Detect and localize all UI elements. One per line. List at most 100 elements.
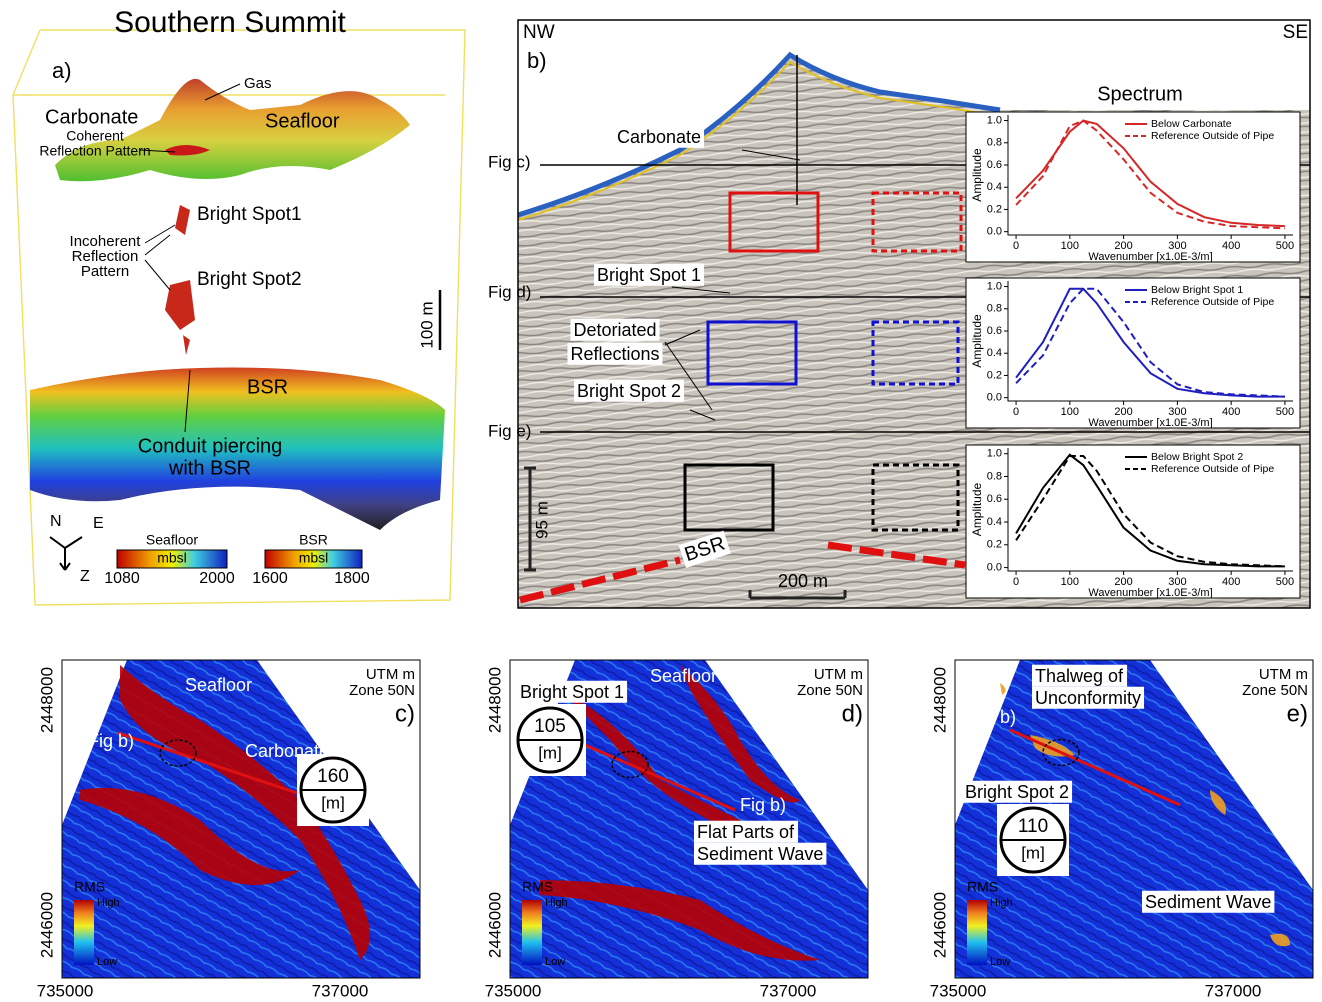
label: RMS (522, 879, 553, 895)
rms-colorbar (522, 900, 542, 965)
label: RMS (74, 879, 105, 895)
bright-spot-bodies (165, 205, 195, 355)
pointer (145, 225, 175, 290)
y-tick-label: 0.8 (987, 470, 1002, 482)
label: E (93, 515, 104, 532)
label: Conduit piercing (138, 435, 283, 457)
label: Sediment Wave (697, 844, 823, 864)
label: Zone 50N (1242, 682, 1308, 699)
label: 737000 (1205, 981, 1262, 1000)
x-tick-label: 0 (1013, 240, 1019, 252)
label: a) (52, 58, 72, 83)
label: Low (990, 956, 1010, 968)
label: Carbonate (45, 106, 138, 128)
label: High (990, 897, 1013, 909)
label: b) (527, 48, 547, 73)
y-tick-label: 0.6 (987, 325, 1002, 337)
x-tick-label: 100 (1061, 406, 1079, 418)
y-tick-label: 0.6 (987, 159, 1002, 171)
x-tick-label: 100 (1061, 240, 1079, 252)
label: Bright Spot 2 (577, 381, 681, 401)
label: Seafloor (146, 532, 198, 548)
x-tick-label: 100 (1061, 576, 1079, 588)
y-tick-label: 0.0 (987, 226, 1002, 238)
label: 737000 (760, 981, 817, 1000)
y-tick-label: 1.0 (987, 280, 1002, 292)
label: 735000 (930, 981, 987, 1000)
rms-colorbar (74, 900, 94, 965)
label: Reflection Pattern (39, 143, 150, 159)
y-tick-label: 1.0 (987, 114, 1002, 126)
panel-title: Southern Summit (114, 6, 346, 39)
label: Thalweg of (1035, 666, 1124, 686)
label: Bright Spot 1 (597, 265, 701, 285)
y-tick-label: 0.2 (987, 369, 1002, 381)
x-axis-label: Wavenumber [x1.0E-3/m] (1088, 417, 1212, 429)
x-tick-label: 400 (1222, 240, 1240, 252)
label: Z (80, 568, 90, 585)
x-tick-label: 0 (1013, 406, 1019, 418)
label: Flat Parts of (697, 822, 795, 842)
label: 737000 (312, 981, 369, 1000)
label: Fig c) (488, 152, 531, 171)
y-tick-label: 0.6 (987, 493, 1002, 505)
label: 735000 (485, 981, 542, 1000)
maps: 24480002446000735000737000UTM mZone 50Nc… (37, 660, 1313, 1000)
y-tick-label: 0.4 (987, 516, 1002, 528)
legend-label: Below Bright Spot 2 (1151, 451, 1243, 463)
label: 110 (1018, 816, 1048, 837)
label: 2446000 (930, 892, 949, 958)
label: Bright Spot2 (197, 269, 302, 290)
label: Carbonate (617, 127, 701, 147)
x-tick-label: 500 (1276, 576, 1294, 588)
label: e) (1287, 700, 1308, 727)
y-tick-label: 0.4 (987, 347, 1002, 359)
label: 2000 (199, 570, 235, 587)
legend-label: Below Bright Spot 1 (1151, 284, 1243, 296)
label: Fig b) (88, 731, 134, 751)
x-tick-label: 500 (1276, 406, 1294, 418)
legend-label: Reference Outside of Pipe (1151, 296, 1274, 308)
label: [m] (1021, 843, 1045, 862)
label: Bright Spot1 (197, 204, 302, 225)
spectrum-charts: 0.00.20.40.60.81.00100200300400500Wavenu… (966, 112, 1300, 599)
x-tick-label: 400 (1222, 406, 1240, 418)
label: Reflections (570, 344, 659, 364)
label: Seafloor (265, 110, 340, 132)
x-tick-label: 400 (1222, 576, 1240, 588)
label: Bright Spot 1 (520, 682, 624, 702)
label: N (50, 513, 62, 530)
label: BSR (299, 532, 328, 548)
y-tick-label: 0.0 (987, 561, 1002, 573)
label: Spectrum (1097, 83, 1183, 105)
label: 95 m (532, 501, 551, 539)
y-tick-label: 0.2 (987, 203, 1002, 215)
label: Seafloor (650, 666, 717, 686)
label: Low (545, 956, 565, 968)
legend-label: Reference Outside of Pipe (1151, 130, 1274, 142)
y-axis-label: Amplitude (970, 314, 984, 368)
label: SE (1283, 22, 1308, 43)
label: [m] (538, 743, 562, 762)
axis-triad (50, 537, 82, 570)
label: mbsl (157, 550, 187, 566)
label: UTM m (814, 666, 863, 683)
label: Fig b) (970, 707, 1016, 727)
label: Fig d) (488, 282, 531, 301)
label: Coherent (66, 128, 124, 144)
y-tick-label: 0.0 (987, 392, 1002, 404)
label: c) (395, 700, 415, 727)
y-tick-label: 0.2 (987, 539, 1002, 551)
y-axis-label: Amplitude (970, 148, 984, 202)
label: with BSR (168, 457, 251, 479)
label: Fig e) (488, 421, 531, 440)
label: Zone 50N (797, 682, 863, 699)
label: High (97, 897, 120, 909)
x-tick-label: 0 (1013, 576, 1019, 588)
label: NW (523, 22, 555, 43)
label: 2446000 (37, 892, 56, 958)
y-tick-label: 1.0 (987, 448, 1002, 460)
